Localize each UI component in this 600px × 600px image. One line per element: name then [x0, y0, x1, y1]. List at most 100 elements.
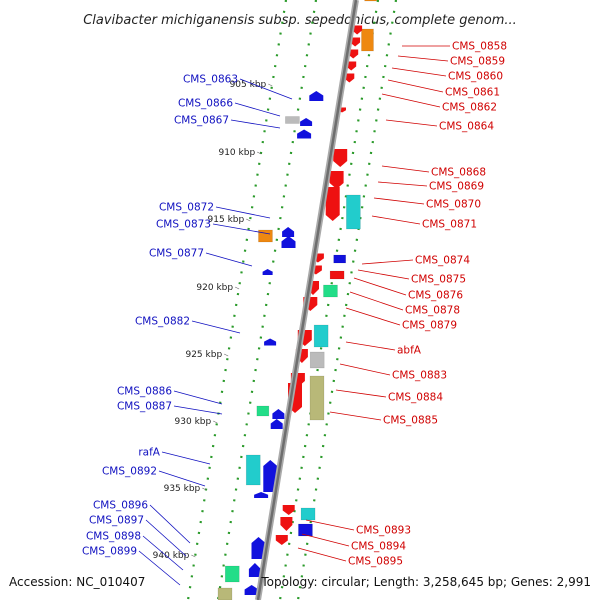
- gene-label-right[interactable]: CMS_0878: [405, 305, 460, 317]
- tick-track-left-outer: [186, 0, 288, 600]
- gene-label-leader: [230, 119, 281, 129]
- gene-label-left[interactable]: CMS_0877: [149, 248, 204, 260]
- gene-feature-box: [361, 28, 374, 52]
- gene-label-right[interactable]: CMS_0875: [411, 274, 466, 286]
- gene-label-right[interactable]: CMS_0879: [402, 320, 457, 332]
- gene-label-left[interactable]: CMS_0872: [159, 202, 214, 214]
- gene-label-right[interactable]: CMS_0894: [351, 541, 406, 553]
- gene-label-left[interactable]: CMS_0896: [93, 500, 148, 512]
- reverse-gene-arrow: [272, 409, 285, 419]
- forward-gene-arrow: [348, 49, 359, 59]
- gene-label-left[interactable]: rafA: [138, 447, 160, 459]
- gene-label-leader: [335, 389, 387, 398]
- feature-tracks: [186, 0, 398, 600]
- forward-gene-arrow: [352, 25, 363, 35]
- gene-label-right[interactable]: CMS_0860: [448, 71, 503, 83]
- gene-label-leader: [301, 533, 350, 547]
- scale-tick: [234, 286, 240, 290]
- reverse-gene-arrow: [244, 585, 259, 595]
- gene-label-leader: [385, 119, 438, 127]
- gene-label-right[interactable]: CMS_0893: [356, 525, 411, 537]
- gene-label-right[interactable]: CMS_0861: [445, 87, 500, 99]
- accession-text: Accession: NC_010407: [9, 575, 145, 589]
- gene-label-left[interactable]: CMS_0898: [86, 531, 141, 543]
- forward-gene-arrow: [344, 73, 355, 83]
- gene-label-right[interactable]: CMS_0876: [408, 290, 463, 302]
- gene-feature-box: [217, 587, 233, 600]
- reverse-gene-arrow: [251, 537, 266, 559]
- gene-label-leader: [212, 223, 271, 235]
- scale-label: 940 kbp: [153, 551, 190, 561]
- forward-gene-arrow: [325, 187, 340, 221]
- gene-feature-box: [323, 284, 338, 298]
- gene-label-left[interactable]: CMS_0867: [174, 115, 229, 127]
- reverse-gene-arrow: [270, 419, 283, 429]
- gene-label-right[interactable]: CMS_0870: [426, 199, 481, 211]
- gene-label-leader: [371, 215, 421, 225]
- gene-label-left[interactable]: CMS_0899: [82, 546, 137, 558]
- left-gene-labels: CMS_0863 CMS_0866 CMS_0867 CMS_0872 CMS_0873…: [82, 74, 293, 586]
- gene-label-left[interactable]: CMS_0866: [178, 98, 233, 110]
- gene-label-leader: [234, 102, 281, 117]
- scale-label: 930 kbp: [175, 417, 212, 427]
- gene-feature-box: [298, 523, 313, 537]
- gene-label-right[interactable]: CMS_0874: [415, 255, 470, 267]
- gene-label-right[interactable]: CMS_0868: [431, 167, 486, 179]
- reverse-gene-arrow: [254, 492, 269, 498]
- gene-label-right[interactable]: CMS_0862: [442, 102, 497, 114]
- forward-gene-arrow: [346, 61, 357, 71]
- gene-label-right[interactable]: CMS_0858: [452, 41, 507, 53]
- gene-label-left[interactable]: CMS_0882: [135, 316, 190, 328]
- gene-label-leader: [149, 504, 191, 544]
- scale-label: 935 kbp: [164, 484, 201, 494]
- gene-label-leader: [297, 547, 347, 562]
- reverse-gene-arrow: [263, 460, 278, 492]
- forward-gene-arrow: [329, 171, 344, 189]
- gene-label-right[interactable]: CMS_0871: [422, 219, 477, 231]
- gene-label-leader: [339, 363, 391, 376]
- gene-label-left[interactable]: CMS_0897: [89, 515, 144, 527]
- gene-feature-box: [329, 270, 345, 280]
- map-title: Clavibacter michiganensis subsp. sepedon…: [83, 13, 517, 28]
- gene-label-leader: [353, 277, 407, 296]
- gene-label-left[interactable]: CMS_0887: [117, 401, 172, 413]
- scale-labels: 905 kbp 910 kbp 915 kbp 920 kbp 925 kbp 930 k…: [153, 80, 273, 561]
- gene-feature-box: [224, 565, 240, 583]
- scale-tick: [268, 83, 273, 87]
- gene-label-leader: [138, 550, 181, 586]
- gene-label-right[interactable]: CMS_0884: [388, 392, 443, 404]
- gene-label-right[interactable]: CMS_0864: [439, 121, 494, 133]
- forward-gene-arrow: [275, 535, 288, 545]
- gene-feature-box: [309, 351, 325, 369]
- gene-label-leader: [381, 93, 441, 108]
- gene-label-left[interactable]: CMS_0873: [156, 219, 211, 231]
- gene-feature-box: [333, 254, 346, 264]
- reverse-gene-arrow: [248, 563, 261, 577]
- scale-label: 920 kbp: [196, 283, 233, 293]
- gene-label-right[interactable]: abfA: [397, 345, 422, 357]
- gene-feature-box: [309, 375, 325, 421]
- reverse-gene-arrow: [262, 269, 273, 275]
- gene-label-leader: [158, 470, 206, 487]
- gene-label-right[interactable]: CMS_0869: [429, 181, 484, 193]
- scale-tick: [224, 353, 229, 357]
- gene-label-left[interactable]: CMS_0863: [183, 74, 238, 86]
- gene-label-right[interactable]: CMS_0895: [348, 556, 403, 568]
- forward-gene-arrow: [350, 37, 361, 47]
- gene-label-left[interactable]: CMS_0886: [117, 386, 172, 398]
- gene-label-leader: [142, 535, 184, 571]
- gene-label-right[interactable]: CMS_0885: [383, 415, 438, 427]
- gene-label-leader: [373, 197, 425, 205]
- gene-label-leader: [357, 269, 410, 280]
- gene-label-right[interactable]: CMS_0883: [392, 370, 447, 382]
- tick-track-left-inner: [216, 0, 318, 600]
- gene-label-leader: [239, 78, 293, 100]
- gene-feature-box: [258, 229, 273, 243]
- gene-label-left[interactable]: CMS_0892: [102, 466, 157, 478]
- right-gene-labels: CMS_0858 CMS_0859 CMS_0860 CMS_0861 CMS_0862…: [297, 41, 507, 568]
- scale-label: 905 kbp: [230, 80, 267, 90]
- scale-tick: [202, 487, 207, 491]
- scale-tick: [191, 554, 196, 558]
- gene-label-right[interactable]: CMS_0859: [450, 56, 505, 68]
- forward-gene-arrow: [333, 149, 348, 167]
